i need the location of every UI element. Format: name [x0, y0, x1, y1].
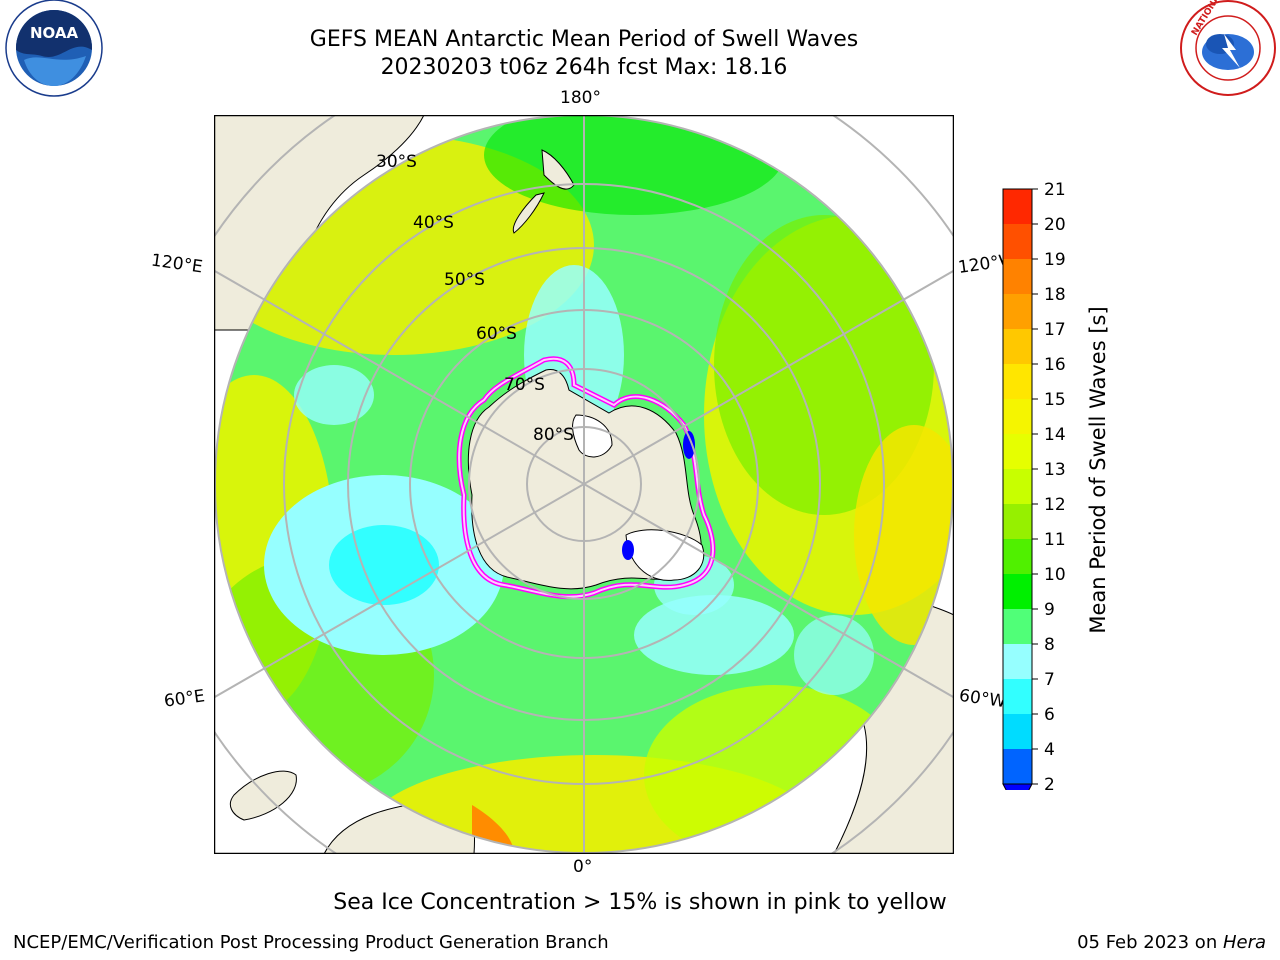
colorbar-tick-label: 15 — [1044, 390, 1066, 410]
colorbar-tick-label: 19 — [1044, 250, 1066, 270]
colorbar-segment — [1003, 294, 1032, 329]
colorbar-tick-label: 4 — [1044, 740, 1055, 760]
colorbar-segment — [1003, 329, 1032, 364]
noaa-logo-text: NOAA — [30, 24, 79, 42]
footer-host: Hera — [1222, 932, 1266, 953]
colorbar-segment — [1003, 714, 1032, 749]
lat-label-50s: 50°S — [444, 270, 485, 290]
colorbar-segment — [1003, 364, 1032, 399]
lat-label-70s: 70°S — [504, 375, 545, 395]
colorbar-tick-label: 17 — [1044, 320, 1066, 340]
sea-ice-note: Sea Ice Concentration > 15% is shown in … — [333, 890, 947, 915]
ross-ice-shelf — [571, 414, 613, 458]
noaa-logo: NOAA — [5, 0, 103, 97]
colorbar-tick-label: 8 — [1044, 635, 1055, 655]
colorbar-outline — [1002, 188, 1033, 785]
colorbar-segment — [1003, 224, 1032, 259]
lat-label-30s: 30°S — [376, 152, 417, 172]
land-madagascar — [229, 770, 297, 821]
lon-label-120e: 120°E — [149, 250, 204, 278]
colorbar-tick-label: 9 — [1044, 600, 1055, 620]
colorbar-tick-label: 13 — [1044, 460, 1066, 480]
colorbar-extend-arrow — [1002, 783, 1033, 790]
colorbar-tick-label: 18 — [1044, 285, 1066, 305]
colorbar-segment — [1003, 749, 1032, 784]
colorbar-segment — [1003, 539, 1032, 574]
colorbar-segment — [1003, 574, 1032, 609]
colorbar-tick-label: 12 — [1044, 495, 1066, 515]
footer-date: 05 Feb 2023 on Hera — [1077, 932, 1266, 953]
lon-label-0: 0° — [573, 857, 593, 877]
nws-logo: NATIONAL WEATHER SERVICE — [1180, 0, 1278, 96]
colorbar-tick-label: 14 — [1044, 425, 1066, 445]
colorbar-segment — [1003, 434, 1032, 469]
colorbar-label: Mean Period of Swell Waves [s] — [1086, 306, 1110, 634]
colorbar-segment — [1003, 644, 1032, 679]
colorbar-tick-label: 11 — [1044, 530, 1066, 550]
colorbar-segment — [1003, 189, 1032, 224]
colorbar-tick-label: 6 — [1044, 705, 1055, 725]
colorbar-tick-label: 7 — [1044, 670, 1055, 690]
colorbar: 2 4 6 7 8 9 10 11 12 13 14 15 16 17 18 19 20 21 — [1002, 180, 1066, 790]
footer-credit: NCEP/EMC/Verification Post Processing Pr… — [13, 932, 609, 953]
colorbar-segment — [1003, 399, 1032, 434]
colorbar-tick-label: 2 — [1044, 775, 1055, 790]
colorbar-tick-label: 16 — [1044, 355, 1066, 375]
footer-date-text: 05 Feb 2023 on — [1077, 932, 1223, 953]
colorbar-segment — [1003, 679, 1032, 714]
colorbar-segment — [1003, 259, 1032, 294]
colorbar-segment — [1003, 504, 1032, 539]
chart-subtitle: 20230203 t06z 264h fcst Max: 18.16 — [380, 55, 788, 80]
lat-label-40s: 40°S — [413, 213, 454, 233]
lat-label-60s: 60°S — [476, 324, 517, 344]
polar-map — [214, 115, 954, 854]
lon-label-180: 180° — [560, 88, 601, 108]
colorbar-tick-label: 10 — [1044, 565, 1066, 585]
colorbar-segment — [1003, 469, 1032, 504]
colorbar-tick-label: 20 — [1044, 215, 1066, 235]
colorbar-tick-label: 21 — [1044, 180, 1066, 200]
chart-title: GEFS MEAN Antarctic Mean Period of Swell… — [309, 27, 859, 52]
colorbar-segment — [1003, 609, 1032, 644]
lat-label-80s: 80°S — [533, 425, 574, 445]
lon-label-60e: 60°E — [162, 686, 207, 712]
